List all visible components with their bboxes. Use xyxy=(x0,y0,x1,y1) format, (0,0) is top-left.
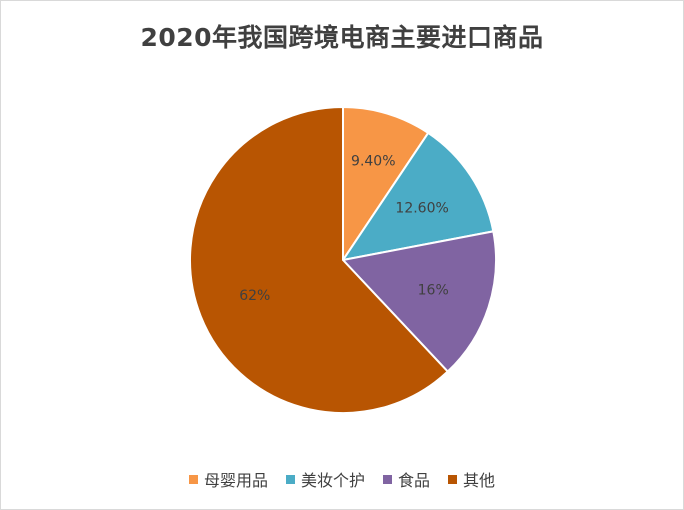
chart-legend: 母婴用品 美妆个护 食品 其他 xyxy=(0,467,684,491)
legend-swatch-muying xyxy=(188,474,198,484)
legend-item-shipin: 食品 xyxy=(383,467,430,491)
legend-label-qita: 其他 xyxy=(463,471,496,490)
data-label-qita: 62% xyxy=(239,288,270,304)
data-label-muying: 9.40% xyxy=(351,153,395,169)
data-label-shipin: 16% xyxy=(418,282,449,298)
legend-swatch-qita xyxy=(448,474,458,484)
legend-item-muying: 母婴用品 xyxy=(188,467,268,491)
legend-swatch-shipin xyxy=(383,474,392,484)
chart-title: 2020年我国跨境电商主要进口商品 xyxy=(140,23,544,52)
pie-slice-qita xyxy=(189,105,450,414)
legend-label-muying: 母婴用品 xyxy=(203,471,268,490)
pie-slice-muying xyxy=(342,105,430,264)
legend-item-meizhuang: 美妆个护 xyxy=(285,467,365,491)
legend-swatch-meizhuang xyxy=(285,474,295,484)
pie-slice-shipin xyxy=(341,230,497,373)
data-label-meizhuang: 12.60% xyxy=(395,201,448,217)
legend-label-meizhuang: 美妆个护 xyxy=(300,471,365,490)
legend-item-qita: 其他 xyxy=(448,467,495,491)
legend-label-shipin: 食品 xyxy=(398,471,431,490)
pie-slice-meizhuang xyxy=(340,131,495,262)
